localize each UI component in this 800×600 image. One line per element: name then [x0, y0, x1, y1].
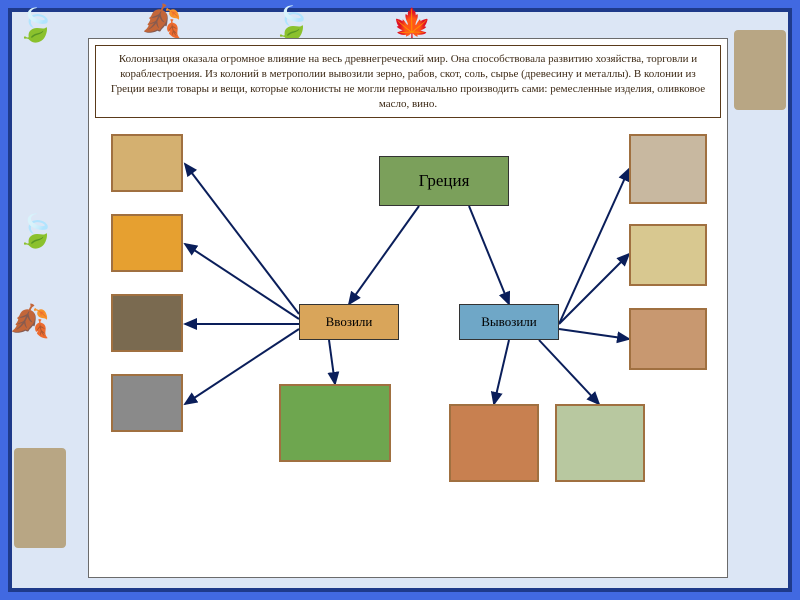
node-export: Вывозили	[459, 304, 559, 340]
thumb-swords	[555, 404, 645, 482]
intro-text: Колонизация оказала огромное влияние на …	[95, 45, 721, 118]
thumb-cattle	[279, 384, 391, 462]
thumb-honey	[111, 214, 183, 272]
statue-deco	[14, 448, 66, 548]
node-greece: Греция	[379, 156, 509, 206]
thumb-wood	[111, 294, 183, 352]
statue-deco	[734, 30, 786, 110]
leaf-icon: 🍃	[16, 212, 56, 250]
thumb-vases	[449, 404, 539, 482]
thumb-statue	[629, 134, 707, 204]
leaf-icon: 🍂	[10, 302, 50, 340]
leaf-icon: 🍂	[142, 2, 182, 40]
thumb-texB	[629, 308, 707, 370]
leaf-icon: 🍃	[16, 6, 56, 44]
node-import: Ввозили	[299, 304, 399, 340]
thumb-texA	[629, 224, 707, 286]
leaf-icon: 🍃	[272, 4, 312, 42]
thumb-metal	[111, 374, 183, 432]
trade-diagram: Греция Ввозили Вывозили	[89, 124, 727, 544]
slide-frame: 🍃 🍂 🍃 🍁 🍃 🍂 Колонизация оказала огромное…	[8, 8, 792, 592]
thumb-grain	[111, 134, 183, 192]
content-card: Колонизация оказала огромное влияние на …	[88, 38, 728, 578]
